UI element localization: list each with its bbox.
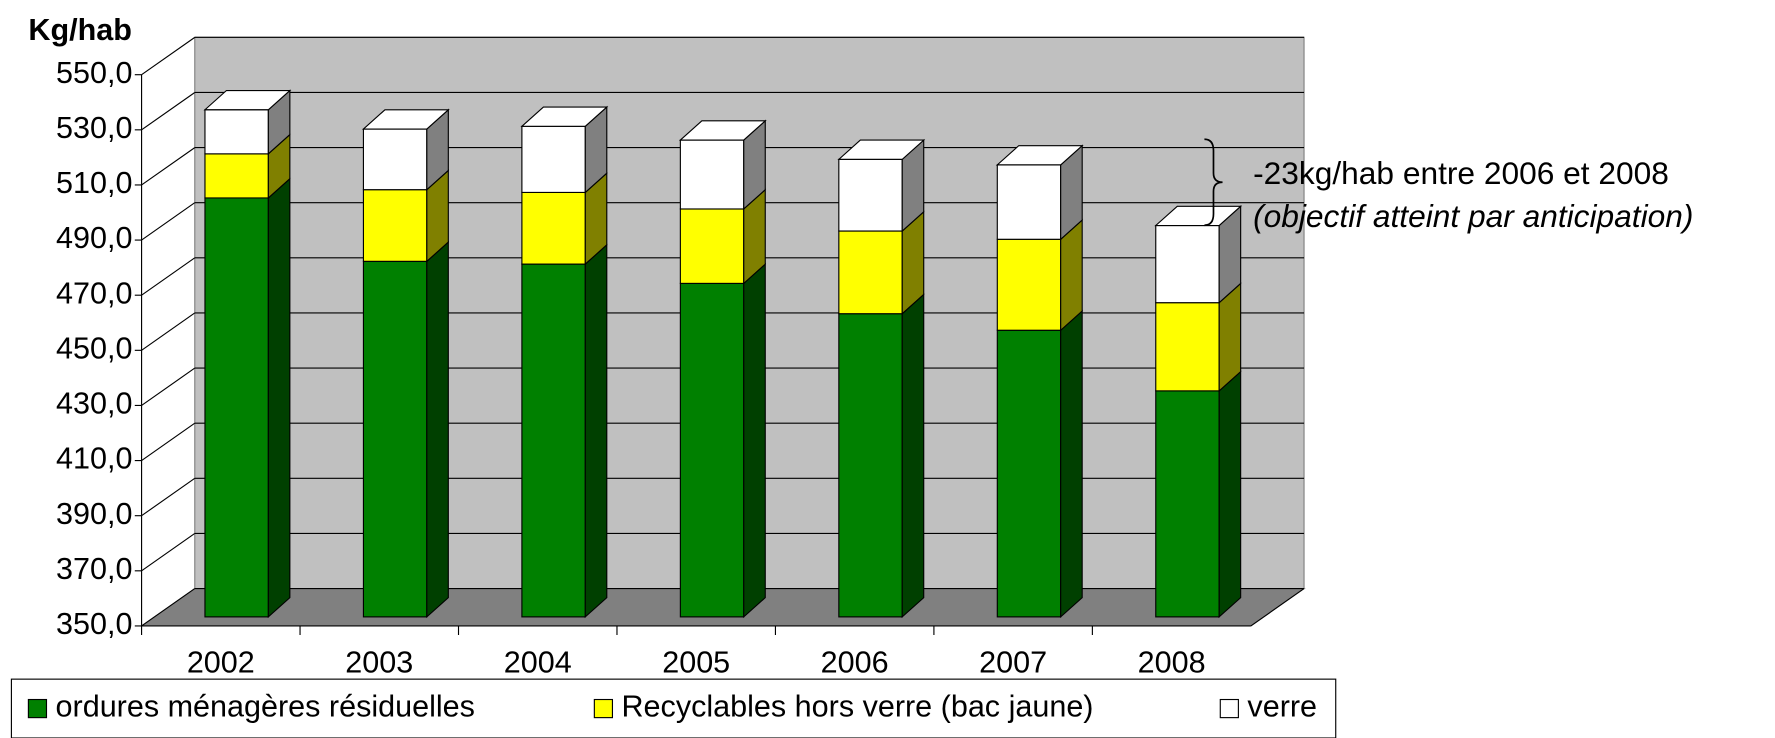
bar [838,158,903,232]
x-tick-label: 2007 [979,646,1047,680]
bar-top [995,145,1084,166]
y-tick-label: 410,0 [56,442,132,476]
y-tick-label: 510,0 [56,166,132,200]
bar [362,260,428,618]
bar-side [743,262,766,619]
bar [1155,390,1220,618]
x-tick-label: 2008 [1138,646,1206,680]
bar [521,125,586,194]
grid-line [141,477,196,517]
bar [362,128,428,191]
y-tick-label: 350,0 [56,607,132,641]
x-tick-label: 2004 [504,646,572,680]
bar-side [426,240,449,619]
grid-line [141,367,196,406]
legend-box [10,678,1337,738]
bar-top [678,120,767,141]
bar [362,189,428,262]
bar [1155,302,1220,392]
annotation: -23kg/hab entre 2006 et 2008 [1253,155,1669,191]
y-tick-label: 490,0 [56,221,132,255]
legend-label: verre [1247,690,1317,724]
bar [679,139,745,210]
x-tick-label: 2002 [187,646,255,680]
grid-line [141,422,196,462]
y-tick-label: 370,0 [56,552,132,586]
y-tick-label: 550,0 [56,56,132,90]
y-tick-label: 470,0 [56,276,132,310]
bar-side [267,177,291,619]
bar [996,329,1062,618]
grid-line [141,312,196,351]
axis [1250,588,1305,627]
y-tick-label: 530,0 [56,111,132,145]
legend-swatch [593,698,614,719]
bar-top [837,139,926,160]
bar [1155,224,1220,304]
bar [996,238,1062,331]
bar [204,109,269,155]
grid-line [141,533,196,572]
x-tick-label: 2005 [662,646,730,680]
y-tick-label: 430,0 [56,387,132,421]
grid-line [141,147,196,186]
bar-side [1218,370,1242,619]
legend-label: Recyclables hors verre (bac jaune) [622,690,1094,724]
grid-line [141,202,196,241]
grid-line [141,588,196,627]
grid-line [141,92,196,131]
y-tick-label: 450,0 [56,331,132,365]
bar-top [203,89,292,111]
bar-top [520,106,609,127]
bar-side [584,243,608,619]
bar [204,197,269,618]
bar [838,313,903,618]
x-tick-label: 2003 [345,646,413,680]
y-tick-label: 390,0 [56,497,132,531]
x-tick-label: 2006 [821,646,889,680]
bar [521,191,586,265]
bar-top [361,109,450,130]
bar-top [1154,205,1243,227]
annotation: (objectif atteint par anticipation) [1253,198,1693,234]
bar [204,153,269,199]
legend-label: ordures ménagères résiduelles [56,690,475,724]
brace [1204,138,1223,227]
legend-swatch [1219,698,1239,719]
grid-line [141,257,196,296]
y-axis-label: Kg/hab [28,13,132,47]
bar-side [1060,309,1083,619]
grid-line [141,36,196,76]
bar [679,208,745,284]
legend-swatch [27,698,48,719]
bar-side [901,293,925,619]
bar [996,164,1062,240]
bar [679,282,745,618]
bar [838,230,903,315]
bar [521,263,586,618]
